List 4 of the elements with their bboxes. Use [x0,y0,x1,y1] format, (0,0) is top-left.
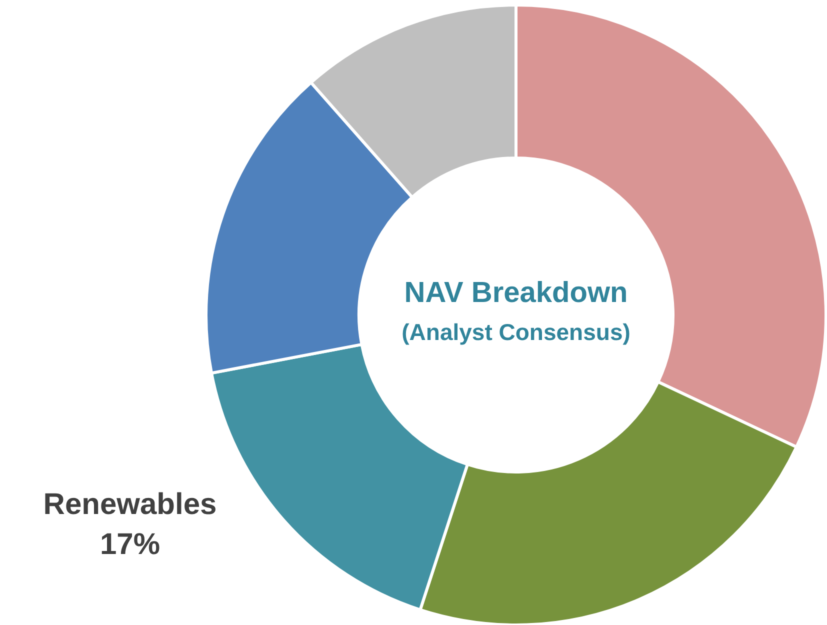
slice-label: Renewables [43,488,217,521]
text: NAV Breakdown [404,277,628,309]
data-label: 17% [100,528,160,561]
text: (Analyst Consensus) [402,319,630,345]
